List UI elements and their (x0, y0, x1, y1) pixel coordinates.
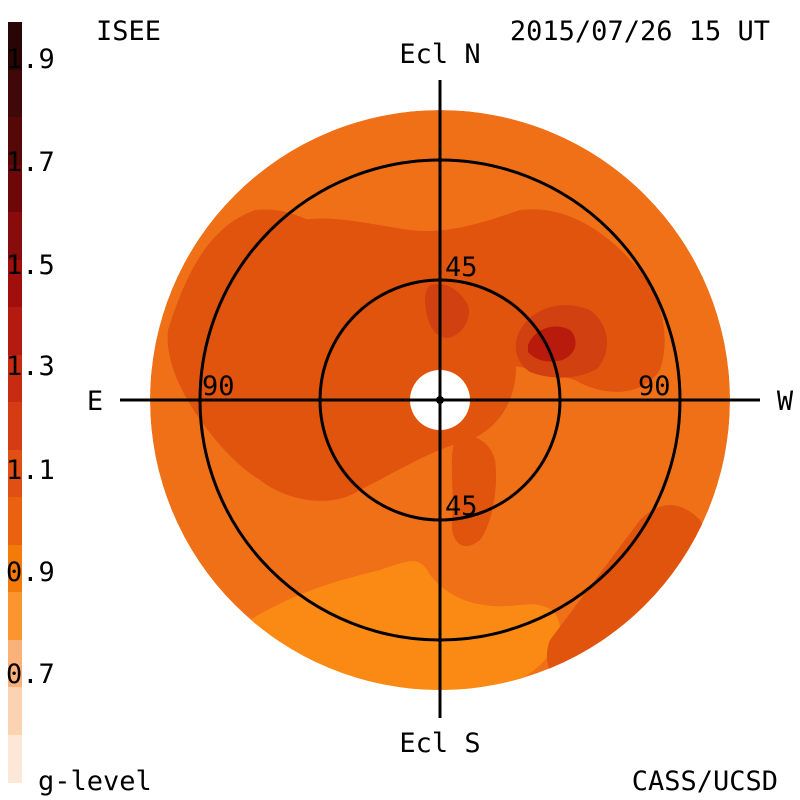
axis-label-north: Ecl N (399, 39, 480, 70)
colorbar-segment (8, 164, 22, 213)
colorbar-title: g-level (38, 766, 152, 797)
colorbar-segment (8, 497, 22, 546)
colorbar-tick-label: 1.5 (6, 250, 55, 281)
colorbar-segment (8, 639, 22, 688)
timestamp: 2015/07/26 15 UT (509, 16, 770, 47)
axis-label-south: Ecl S (399, 728, 480, 759)
colorbar-segment (8, 592, 22, 641)
ring-label-outer-left: 90 (202, 371, 235, 402)
colorbar-segment (8, 402, 22, 451)
colorbar-tick-label: 1.9 (6, 44, 55, 75)
colorbar-segment (8, 212, 22, 261)
colorbar-segment (8, 69, 22, 118)
colorbar-segment (8, 544, 22, 593)
region-upper-center (425, 283, 469, 338)
colorbar-tick-label: 0.9 (6, 557, 55, 588)
axis-label-west: W (777, 386, 794, 417)
colorbar-segment (8, 734, 22, 783)
colorbar-tick-label: 1.1 (6, 455, 55, 486)
colorbar-segment (8, 354, 22, 403)
credit-label: CASS/UCSD (631, 766, 778, 797)
center-dot (436, 396, 444, 404)
colorbar-tick-label: 1.3 (6, 351, 55, 382)
colorbar-segment (8, 449, 22, 498)
region-lower-light (248, 561, 560, 690)
ring-label-inner-bottom: 45 (445, 491, 478, 522)
colorbar-segment (8, 687, 22, 736)
ring-label-inner-top: 45 (445, 252, 478, 283)
colorbar-segment (8, 22, 22, 71)
source-label: ISEE (96, 16, 162, 47)
colorbar-segment (8, 307, 22, 356)
axis-label-east: E (87, 386, 103, 417)
colorbar-segment (8, 117, 22, 166)
colorbar-tick-label: 1.7 (6, 147, 55, 178)
colorbar-tick-label: 0.7 (6, 659, 55, 690)
colorbar-segment (8, 259, 22, 308)
colorbar (8, 22, 22, 783)
ring-label-outer-right: 90 (638, 371, 671, 402)
